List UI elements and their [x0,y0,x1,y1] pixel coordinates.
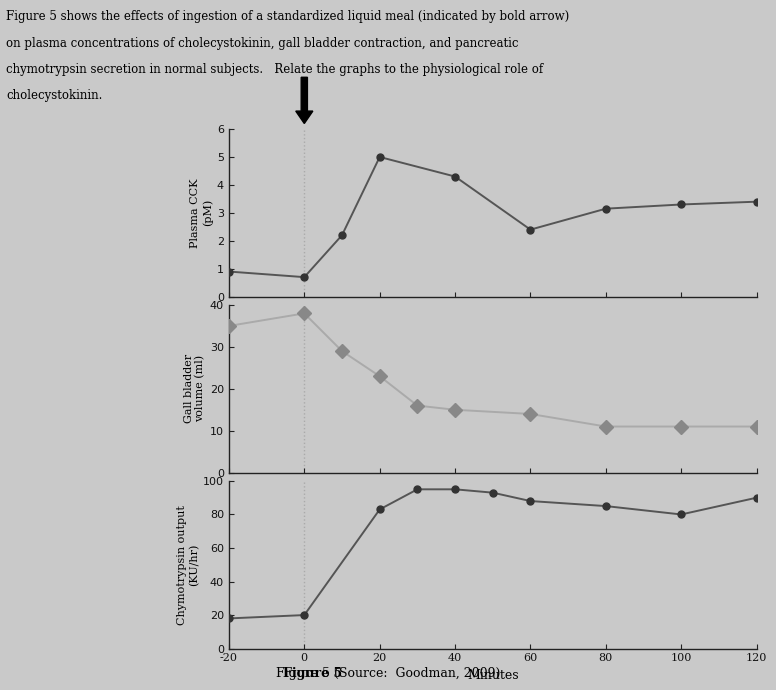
Text: chymotrypsin secretion in normal subjects.   Relate the graphs to the physiologi: chymotrypsin secretion in normal subject… [6,63,543,76]
Y-axis label: Chymotrypsin output
(KU/hr): Chymotrypsin output (KU/hr) [177,505,199,624]
X-axis label: Minutes: Minutes [467,669,518,682]
Y-axis label: Gall bladder
volume (ml): Gall bladder volume (ml) [184,354,206,424]
Text: Figure 5: Figure 5 [283,667,342,680]
Text: Figure 5 shows the effects of ingestion of a standardized liquid meal (indicated: Figure 5 shows the effects of ingestion … [6,10,570,23]
Text: cholecystokinin.: cholecystokinin. [6,89,102,102]
Text: Figure 5 (Source:  Goodman, 2009): Figure 5 (Source: Goodman, 2009) [275,667,501,680]
Text: on plasma concentrations of cholecystokinin, gall bladder contraction, and pancr: on plasma concentrations of cholecystoki… [6,37,518,50]
Y-axis label: Plasma CCK
(pM): Plasma CCK (pM) [190,178,213,248]
